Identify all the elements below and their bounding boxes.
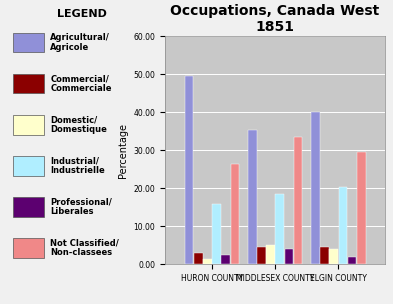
FancyBboxPatch shape (13, 115, 44, 135)
FancyBboxPatch shape (13, 156, 44, 176)
FancyBboxPatch shape (13, 33, 44, 52)
Text: Professional/
Liberales: Professional/ Liberales (50, 197, 112, 216)
Bar (257, 247, 266, 264)
Bar (294, 137, 303, 264)
Bar (248, 130, 257, 264)
Bar (212, 204, 221, 264)
Bar (338, 187, 347, 264)
Bar (357, 152, 365, 264)
Bar (231, 164, 239, 264)
FancyBboxPatch shape (13, 238, 44, 258)
Bar (194, 253, 202, 264)
Bar (221, 255, 230, 264)
Bar (266, 246, 275, 264)
Title: Occupations, Canada West
1851: Occupations, Canada West 1851 (171, 4, 380, 34)
Text: Not Classified/
Non-classees: Not Classified/ Non-classees (50, 238, 119, 257)
Bar (311, 112, 320, 264)
FancyBboxPatch shape (13, 74, 44, 94)
FancyBboxPatch shape (13, 197, 44, 216)
Text: Commercial/
Commerciale: Commercial/ Commerciale (50, 74, 112, 93)
Text: Domestic/
Domestique: Domestic/ Domestique (50, 115, 107, 134)
Bar (203, 259, 212, 264)
Bar (285, 249, 293, 264)
Bar (275, 194, 284, 264)
Text: Agricultural/
Agricole: Agricultural/ Agricole (50, 33, 110, 52)
Bar (329, 249, 338, 264)
Bar (348, 257, 356, 264)
Y-axis label: Percentage: Percentage (118, 123, 128, 178)
Text: Industrial/
Industrielle: Industrial/ Industrielle (50, 156, 105, 175)
Bar (185, 76, 193, 264)
Bar (320, 247, 329, 264)
Text: LEGEND: LEGEND (57, 9, 107, 19)
